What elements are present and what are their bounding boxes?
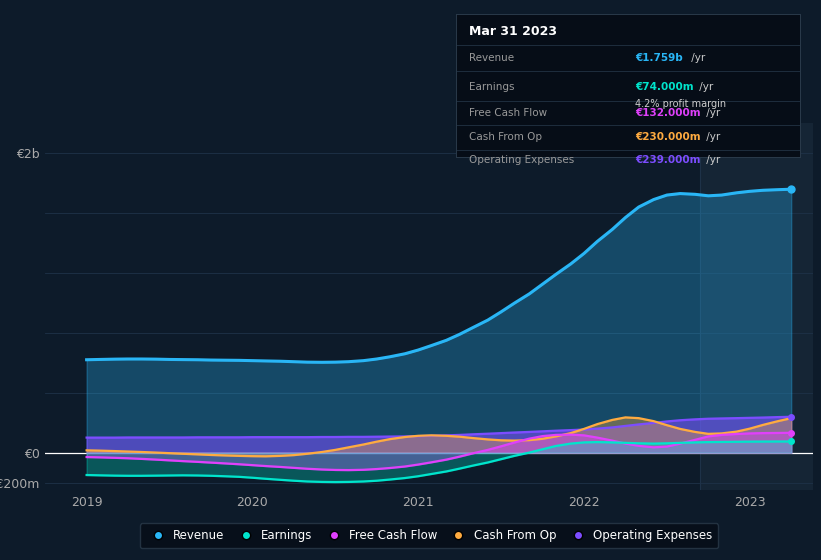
Bar (700, 123, 813, 490)
Text: €239.000m: €239.000m (635, 155, 700, 165)
Text: Free Cash Flow: Free Cash Flow (470, 108, 548, 118)
Text: Mar 31 2023: Mar 31 2023 (470, 25, 557, 39)
Text: /yr: /yr (704, 155, 721, 165)
Text: Operating Expenses: Operating Expenses (470, 155, 575, 165)
Text: €74.000m: €74.000m (635, 82, 694, 92)
Text: €230.000m: €230.000m (635, 132, 700, 142)
Legend: Revenue, Earnings, Free Cash Flow, Cash From Op, Operating Expenses: Revenue, Earnings, Free Cash Flow, Cash … (140, 524, 718, 548)
Text: Earnings: Earnings (470, 82, 515, 92)
Text: Revenue: Revenue (470, 53, 515, 63)
Text: 4.2% profit margin: 4.2% profit margin (635, 99, 726, 109)
Text: €132.000m: €132.000m (635, 108, 700, 118)
Text: €1.759b: €1.759b (635, 53, 683, 63)
Text: /yr: /yr (704, 108, 721, 118)
Text: /yr: /yr (695, 82, 713, 92)
Text: /yr: /yr (688, 53, 705, 63)
Text: Cash From Op: Cash From Op (470, 132, 543, 142)
Text: /yr: /yr (704, 132, 721, 142)
